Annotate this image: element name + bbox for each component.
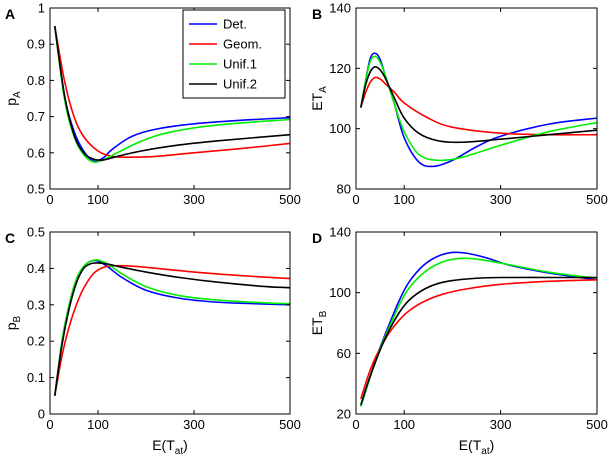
x-tick-label: 500 [279, 192, 301, 207]
y-tick-label: 0.4 [27, 261, 45, 276]
panel-c: C 0 100 300 500 0 0.1 0.2 0.3 0.4 0.5 pB E(Tat) [3, 225, 301, 458]
legend-label: Det. [223, 17, 247, 32]
x-tick-label: 500 [586, 417, 608, 432]
y-tick-label: 0 [38, 407, 45, 422]
series-line-geom [54, 264, 290, 396]
x-tick-label: 0 [46, 417, 53, 432]
y-axis-label: pB [3, 315, 23, 330]
y-tick-label: 0.8 [27, 73, 45, 88]
x-tick-label: 100 [87, 192, 109, 207]
panel-b: B 0 100 300 500 80 100 120 140 ETA [309, 1, 608, 208]
y-tick-label: 140 [329, 225, 351, 240]
series-line-unif-2 [360, 276, 597, 406]
series-line-unif-1 [360, 55, 597, 162]
x-tick-label: 100 [393, 417, 415, 432]
y-tick-label: 1 [38, 1, 45, 16]
x-tick-label: 0 [352, 417, 359, 432]
x-tick-label: 300 [490, 417, 512, 432]
series-line-unif-2 [360, 66, 597, 144]
y-axis-label: ETA [309, 86, 329, 111]
series-line-geom [54, 25, 290, 158]
series-line-unif-2 [54, 25, 290, 162]
axes-box [49, 7, 291, 190]
y-tick-label: 0.6 [27, 145, 45, 160]
y-tick-label: 80 [337, 182, 351, 197]
y-tick-label: 0.5 [27, 225, 45, 240]
series-line-unif-2 [54, 262, 290, 396]
x-tick-label: 300 [490, 192, 512, 207]
legend: Det. Geom. Unif.1 Unif.2 [182, 9, 286, 99]
axes-box [355, 7, 598, 190]
series-line-unif-1 [54, 259, 290, 396]
y-tick-label: 120 [329, 61, 351, 76]
y-tick-label: 0.3 [27, 297, 45, 312]
x-axis-label: E(Tat) [152, 437, 188, 457]
x-tick-label: 300 [183, 417, 205, 432]
panel-d: D 0 100 300 500 20 60 100 140 ETB E(Tat) [309, 225, 608, 458]
series-line-geom [360, 76, 597, 136]
y-tick-label: 100 [329, 121, 351, 136]
y-axis-label: ETB [309, 310, 329, 335]
x-tick-label: 300 [183, 192, 205, 207]
x-tick-label: 500 [279, 417, 301, 432]
x-axis-label: E(Tat) [459, 437, 495, 457]
y-tick-label: 60 [337, 346, 351, 361]
legend-label: Unif.2 [223, 77, 257, 92]
panel-label: C [5, 230, 15, 246]
y-tick-label: 20 [337, 407, 351, 422]
panel-label: D [312, 230, 322, 246]
y-axis-label: pA [3, 91, 23, 106]
series-line-det [54, 259, 290, 396]
x-tick-label: 0 [352, 192, 359, 207]
series-line-det [360, 251, 597, 407]
axes-box [49, 231, 291, 415]
x-tick-label: 500 [586, 192, 608, 207]
y-tick-label: 0.9 [27, 37, 45, 52]
series-line-geom [360, 278, 597, 400]
x-tick-label: 100 [87, 417, 109, 432]
y-tick-label: 0.1 [27, 370, 45, 385]
panel-label: A [5, 6, 15, 22]
y-tick-label: 0.7 [27, 109, 45, 124]
x-tick-label: 100 [393, 192, 415, 207]
y-tick-label: 0.5 [27, 182, 45, 197]
x-tick-label: 0 [46, 192, 53, 207]
y-tick-label: 0.2 [27, 334, 45, 349]
axes-box [355, 231, 598, 415]
y-tick-label: 140 [329, 1, 351, 16]
y-tick-label: 100 [329, 285, 351, 300]
panel-a: A 0 100 300 500 0.5 0.6 0.7 0.8 0.9 1 pA Det. Geom. Un… [3, 1, 301, 208]
legend-label: Unif.1 [223, 57, 257, 72]
panel-label: B [312, 6, 322, 22]
legend-label: Geom. [223, 37, 262, 52]
